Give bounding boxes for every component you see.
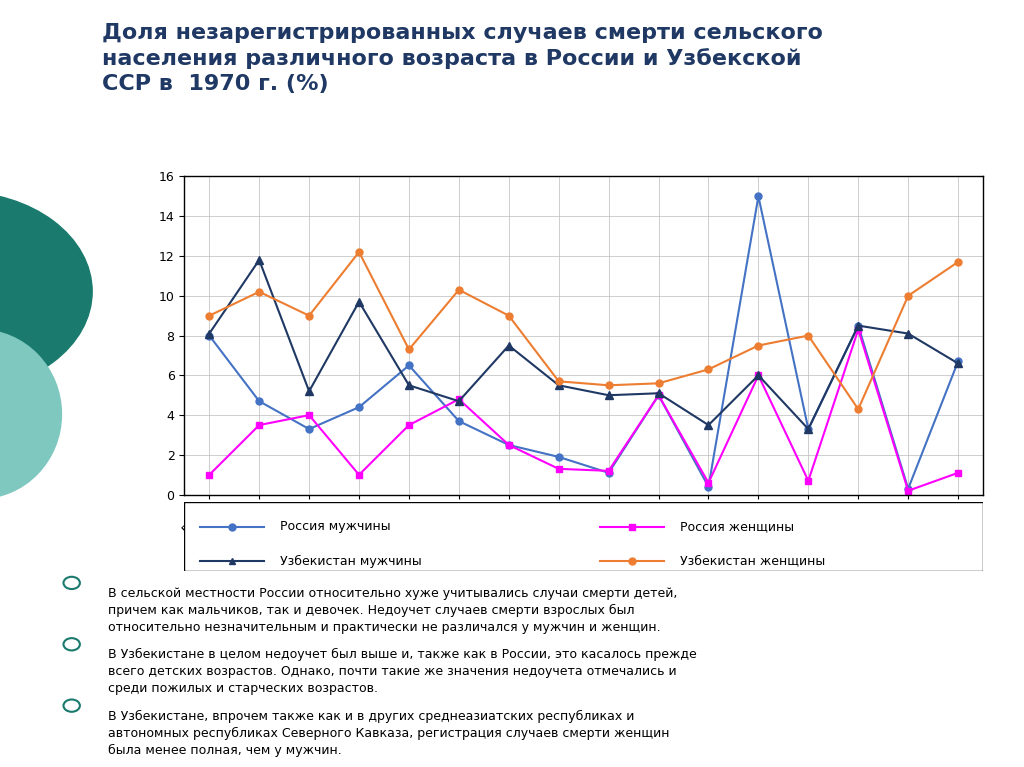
Узбекистан мужчины	[203, 329, 215, 338]
Text: Доля незарегистрированных случаев смерти сельского
населения различного возраста: Доля незарегистрированных случаев смерти…	[102, 23, 823, 94]
Text: Узбекистан женщины: Узбекистан женщины	[680, 555, 824, 568]
Узбекистан женщины	[952, 258, 965, 267]
Line: Узбекистан женщины: Узбекистан женщины	[206, 249, 962, 413]
Россия мужчины	[602, 468, 614, 477]
Узбекистан мужчины	[402, 380, 415, 390]
Россия мужчины	[802, 424, 814, 433]
Узбекистан мужчины	[902, 329, 914, 338]
Россия мужчины	[353, 403, 366, 412]
Узбекистан мужчины	[253, 255, 265, 265]
Россия мужчины	[702, 482, 715, 492]
Россия мужчины	[402, 360, 415, 370]
Line: Россия мужчины: Россия мужчины	[206, 193, 962, 492]
Узбекистан женщины	[353, 248, 366, 257]
Россия женщины	[852, 325, 864, 334]
Россия женщины	[802, 476, 814, 486]
Узбекистан женщины	[702, 365, 715, 374]
Text: В Узбекистане в целом недоучет был выше и, также как в России, это касалось преж: В Узбекистане в целом недоучет был выше …	[108, 648, 696, 695]
Узбекистан мужчины	[802, 424, 814, 433]
Узбекистан женщины	[802, 331, 814, 341]
Узбекистан мужчины	[702, 420, 715, 430]
Россия женщины	[952, 468, 965, 477]
Узбекистан мужчины	[852, 321, 864, 331]
Россия женщины	[503, 440, 515, 449]
Россия мужчины	[503, 440, 515, 449]
Узбекистан женщины	[253, 287, 265, 296]
Россия мужчины	[553, 453, 565, 462]
Россия мужчины	[303, 424, 315, 433]
Узбекистан мужчины	[503, 341, 515, 350]
Россия женщины	[902, 486, 914, 495]
Узбекистан женщины	[652, 379, 665, 388]
Text: Узбекистан мужчины: Узбекистан мужчины	[281, 555, 422, 568]
Узбекистан женщины	[553, 377, 565, 386]
Россия женщины	[353, 470, 366, 479]
Text: Россия женщины: Россия женщины	[680, 520, 794, 533]
Line: Россия женщины: Россия женщины	[206, 326, 962, 494]
FancyBboxPatch shape	[184, 502, 983, 571]
Узбекистан мужчины	[303, 387, 315, 396]
Россия мужчины	[253, 397, 265, 406]
Узбекистан мужчины	[553, 380, 565, 390]
Россия мужчины	[453, 416, 465, 426]
Россия мужчины	[952, 357, 965, 366]
Россия мужчины	[652, 390, 665, 400]
Россия мужчины	[203, 331, 215, 341]
Россия женщины	[203, 470, 215, 479]
Узбекистан женщины	[402, 345, 415, 354]
Узбекистан женщины	[852, 404, 864, 413]
Узбекистан женщины	[753, 341, 765, 350]
Россия женщины	[652, 390, 665, 400]
Россия женщины	[453, 394, 465, 403]
Россия женщины	[303, 410, 315, 420]
Text: В Узбекистане, впрочем также как и в других среднеазиатских республиках и
автоно: В Узбекистане, впрочем также как и в дру…	[108, 709, 669, 757]
Узбекистан женщины	[203, 311, 215, 321]
Россия женщины	[253, 420, 265, 430]
Россия женщины	[553, 464, 565, 473]
Узбекистан женщины	[503, 311, 515, 321]
Узбекистан мужчины	[453, 397, 465, 406]
Россия женщины	[753, 370, 765, 380]
Россия мужчины	[753, 192, 765, 201]
Россия женщины	[702, 478, 715, 487]
Узбекистан женщины	[902, 291, 914, 301]
Россия женщины	[402, 420, 415, 430]
Россия мужчины	[852, 321, 864, 331]
Узбекистан женщины	[303, 311, 315, 321]
Text: Россия мужчины: Россия мужчины	[281, 520, 391, 533]
Россия мужчины	[902, 484, 914, 493]
Узбекистан женщины	[602, 380, 614, 390]
Узбекистан мужчины	[652, 389, 665, 398]
Узбекистан мужчины	[353, 297, 366, 306]
Россия женщины	[602, 466, 614, 476]
Узбекистан женщины	[453, 285, 465, 295]
Узбекистан мужчины	[753, 370, 765, 380]
Line: Узбекистан мужчины: Узбекистан мужчины	[205, 256, 963, 433]
Узбекистан мужчины	[602, 390, 614, 400]
Узбекистан мужчины	[952, 359, 965, 368]
Text: В сельской местности России относительно хуже учитывались случаи смерти детей,
п: В сельской местности России относительно…	[108, 587, 677, 634]
